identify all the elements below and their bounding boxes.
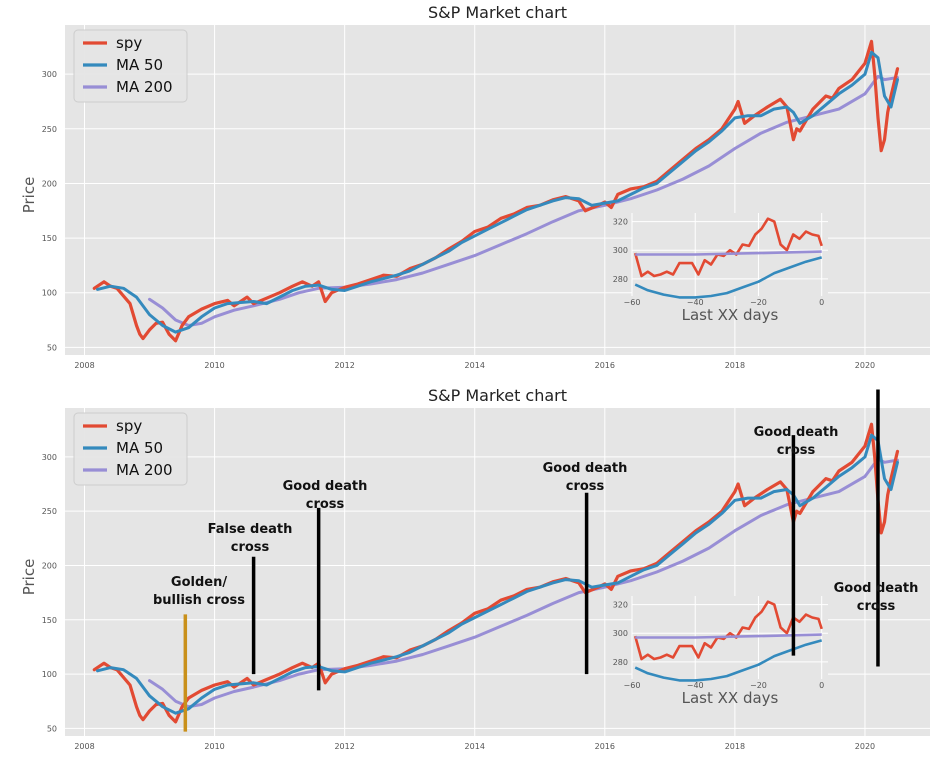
annotation-label: Good death [754, 425, 839, 440]
annotation-1: False death cross [208, 522, 293, 675]
inset-series-line-ma50 [634, 639, 823, 682]
y-tick-label: 200 [42, 179, 57, 188]
inset-y-tick-label: 320 [613, 601, 628, 610]
x-tick-label: 2008 [74, 361, 94, 370]
chart-svg: S&P Market chart 2008 2010 2012 2014 2016 2018… [20, 386, 930, 751]
y-tick-label: 50 [47, 343, 57, 352]
inset-y-tick-label: 320 [613, 218, 628, 227]
y-tick-label: 250 [42, 507, 57, 516]
annotation-0: Golden/bullish cross [153, 575, 245, 732]
x-tick-label: 2018 [725, 361, 745, 370]
x-tick-label: 2010 [204, 742, 224, 751]
inset-series-line-ma200 [635, 250, 822, 256]
inset-chart: −60 −40 −20 0 280 300 320 Last XX days [613, 596, 828, 707]
annotation-label: False death [208, 522, 293, 537]
y-tick-label: 200 [42, 561, 57, 570]
inset-y-tick-label: 300 [613, 246, 628, 255]
annotation-label: Good death [834, 581, 919, 596]
x-tick-label: 2010 [204, 361, 224, 370]
x-tick-label: 2016 [595, 361, 615, 370]
inset-x-tick-label: −40 [687, 298, 704, 307]
x-tick-label: 2020 [855, 361, 875, 370]
x-tick-label: 2018 [725, 742, 745, 751]
y-tick-label: 100 [42, 289, 57, 298]
y-tick-label: 50 [47, 724, 57, 733]
x-tick-label: 2014 [465, 742, 485, 751]
legend-label: MA 50 [116, 56, 163, 74]
plot-background [65, 408, 930, 736]
annotation-3: Good death cross [543, 461, 628, 675]
inset-y-tick-label: 280 [613, 275, 628, 284]
legend-box [73, 412, 188, 486]
y-tick-label: 300 [42, 70, 57, 79]
inset-x-tick-label: −20 [750, 298, 767, 307]
chart-legend: spy MA 50 MA 200 [73, 29, 188, 103]
series-line-ma50 [96, 50, 899, 334]
inset-x-axis-label: Last XX days [682, 306, 779, 324]
legend-label: spy [116, 34, 142, 52]
annotation-label: cross [566, 479, 605, 494]
inset-series-line-ma50 [634, 256, 823, 299]
inset-x-tick-label: −40 [687, 681, 704, 690]
inset-y-tick-label: 280 [613, 658, 628, 667]
annotation-label: cross [857, 599, 896, 614]
legend-label: MA 50 [116, 439, 163, 457]
inset-x-tick-label: −20 [750, 681, 767, 690]
inset-x-axis-label: Last XX days [682, 689, 779, 707]
legend-label: MA 200 [116, 461, 173, 479]
annotation-label: cross [777, 443, 816, 458]
annotation-label: Golden/ [171, 575, 227, 590]
annotation-label: Good death [543, 461, 628, 476]
chart-svg: S&P Market chart 2008 2010 2012 2014 2016 2018… [20, 3, 930, 370]
annotation-label: cross [231, 540, 270, 555]
series-line-spy [92, 39, 900, 343]
chart-title: S&P Market chart [428, 3, 567, 22]
legend-label: MA 200 [116, 78, 173, 96]
annotation-label: Good death [283, 479, 368, 494]
inset-x-tick-label: 0 [819, 681, 824, 690]
y-tick-label: 150 [42, 616, 57, 625]
series-line-ma200 [148, 457, 899, 709]
legend-box [73, 29, 188, 103]
annotation-label: bullish cross [153, 593, 245, 608]
annotation-5: Good death cross [834, 389, 919, 667]
plot-background [65, 25, 930, 355]
x-tick-label: 2020 [855, 742, 875, 751]
y-tick-label: 100 [42, 670, 57, 679]
chart-title: S&P Market chart [428, 386, 567, 405]
x-tick-label: 2014 [465, 361, 485, 370]
inset-series-line-spy [633, 217, 823, 278]
x-tick-label: 2016 [595, 742, 615, 751]
chart-panel-top: S&P Market chart 2008 2010 2012 2014 2016 2018… [0, 0, 938, 380]
y-tick-label: 300 [42, 453, 57, 462]
inset-x-tick-label: −60 [624, 298, 641, 307]
y-tick-label: 150 [42, 234, 57, 243]
annotation-label: cross [306, 497, 345, 512]
annotation-4: Good death cross [754, 425, 839, 656]
inset-x-tick-label: −60 [624, 681, 641, 690]
annotation-2: Good death cross [283, 479, 368, 691]
chart-legend: spy MA 50 MA 200 [73, 412, 188, 486]
series-line-ma200 [148, 74, 899, 327]
inset-series-line-ma200 [635, 633, 822, 639]
y-axis-label: Price [20, 177, 38, 214]
legend-label: spy [116, 417, 142, 435]
inset-chart: −60 −40 −20 0 280 300 320 Last XX days [613, 213, 828, 324]
y-tick-label: 250 [42, 125, 57, 134]
x-tick-label: 2008 [74, 742, 94, 751]
y-axis-label: Price [20, 559, 38, 596]
inset-y-tick-label: 300 [613, 629, 628, 638]
x-tick-label: 2012 [334, 742, 354, 751]
x-tick-label: 2012 [334, 361, 354, 370]
chart-panel-bottom: S&P Market chart 2008 2010 2012 2014 2016 2018… [0, 383, 938, 763]
inset-x-tick-label: 0 [819, 298, 824, 307]
